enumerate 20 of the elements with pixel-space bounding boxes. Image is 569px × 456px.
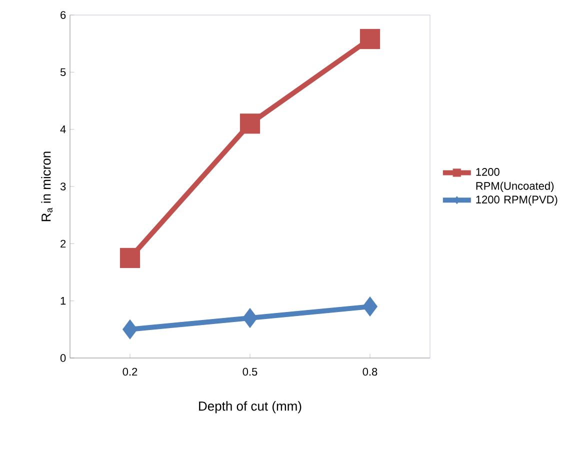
legend-label: 1200 RPM(Uncoated) — [476, 168, 554, 192]
y-tick-label: 1 — [60, 297, 66, 305]
x-tick-label: 0.8 — [362, 368, 378, 376]
y-axis-title: R$_{a}$ in micron — [41, 152, 52, 222]
y-tick-label: 2 — [60, 240, 66, 248]
legend-label: 1200 RPM(PVD) — [476, 195, 558, 206]
point — [240, 114, 260, 134]
point — [120, 248, 140, 268]
y-tick-label: 4 — [60, 126, 66, 134]
y-tick-label: 0 — [60, 354, 66, 362]
x-tick-label: 0.2 — [122, 368, 138, 376]
point — [242, 308, 258, 328]
point — [122, 319, 138, 340]
y-tick-label: 5 — [60, 68, 66, 76]
y-tick-label: 6 — [60, 11, 66, 19]
point — [362, 296, 378, 317]
y-tick-label: 3 — [60, 182, 66, 190]
point — [360, 28, 380, 50]
x-tick-label: 0.5 — [242, 368, 258, 376]
x-axis-title: Depth of cut (mm) — [199, 401, 302, 414]
